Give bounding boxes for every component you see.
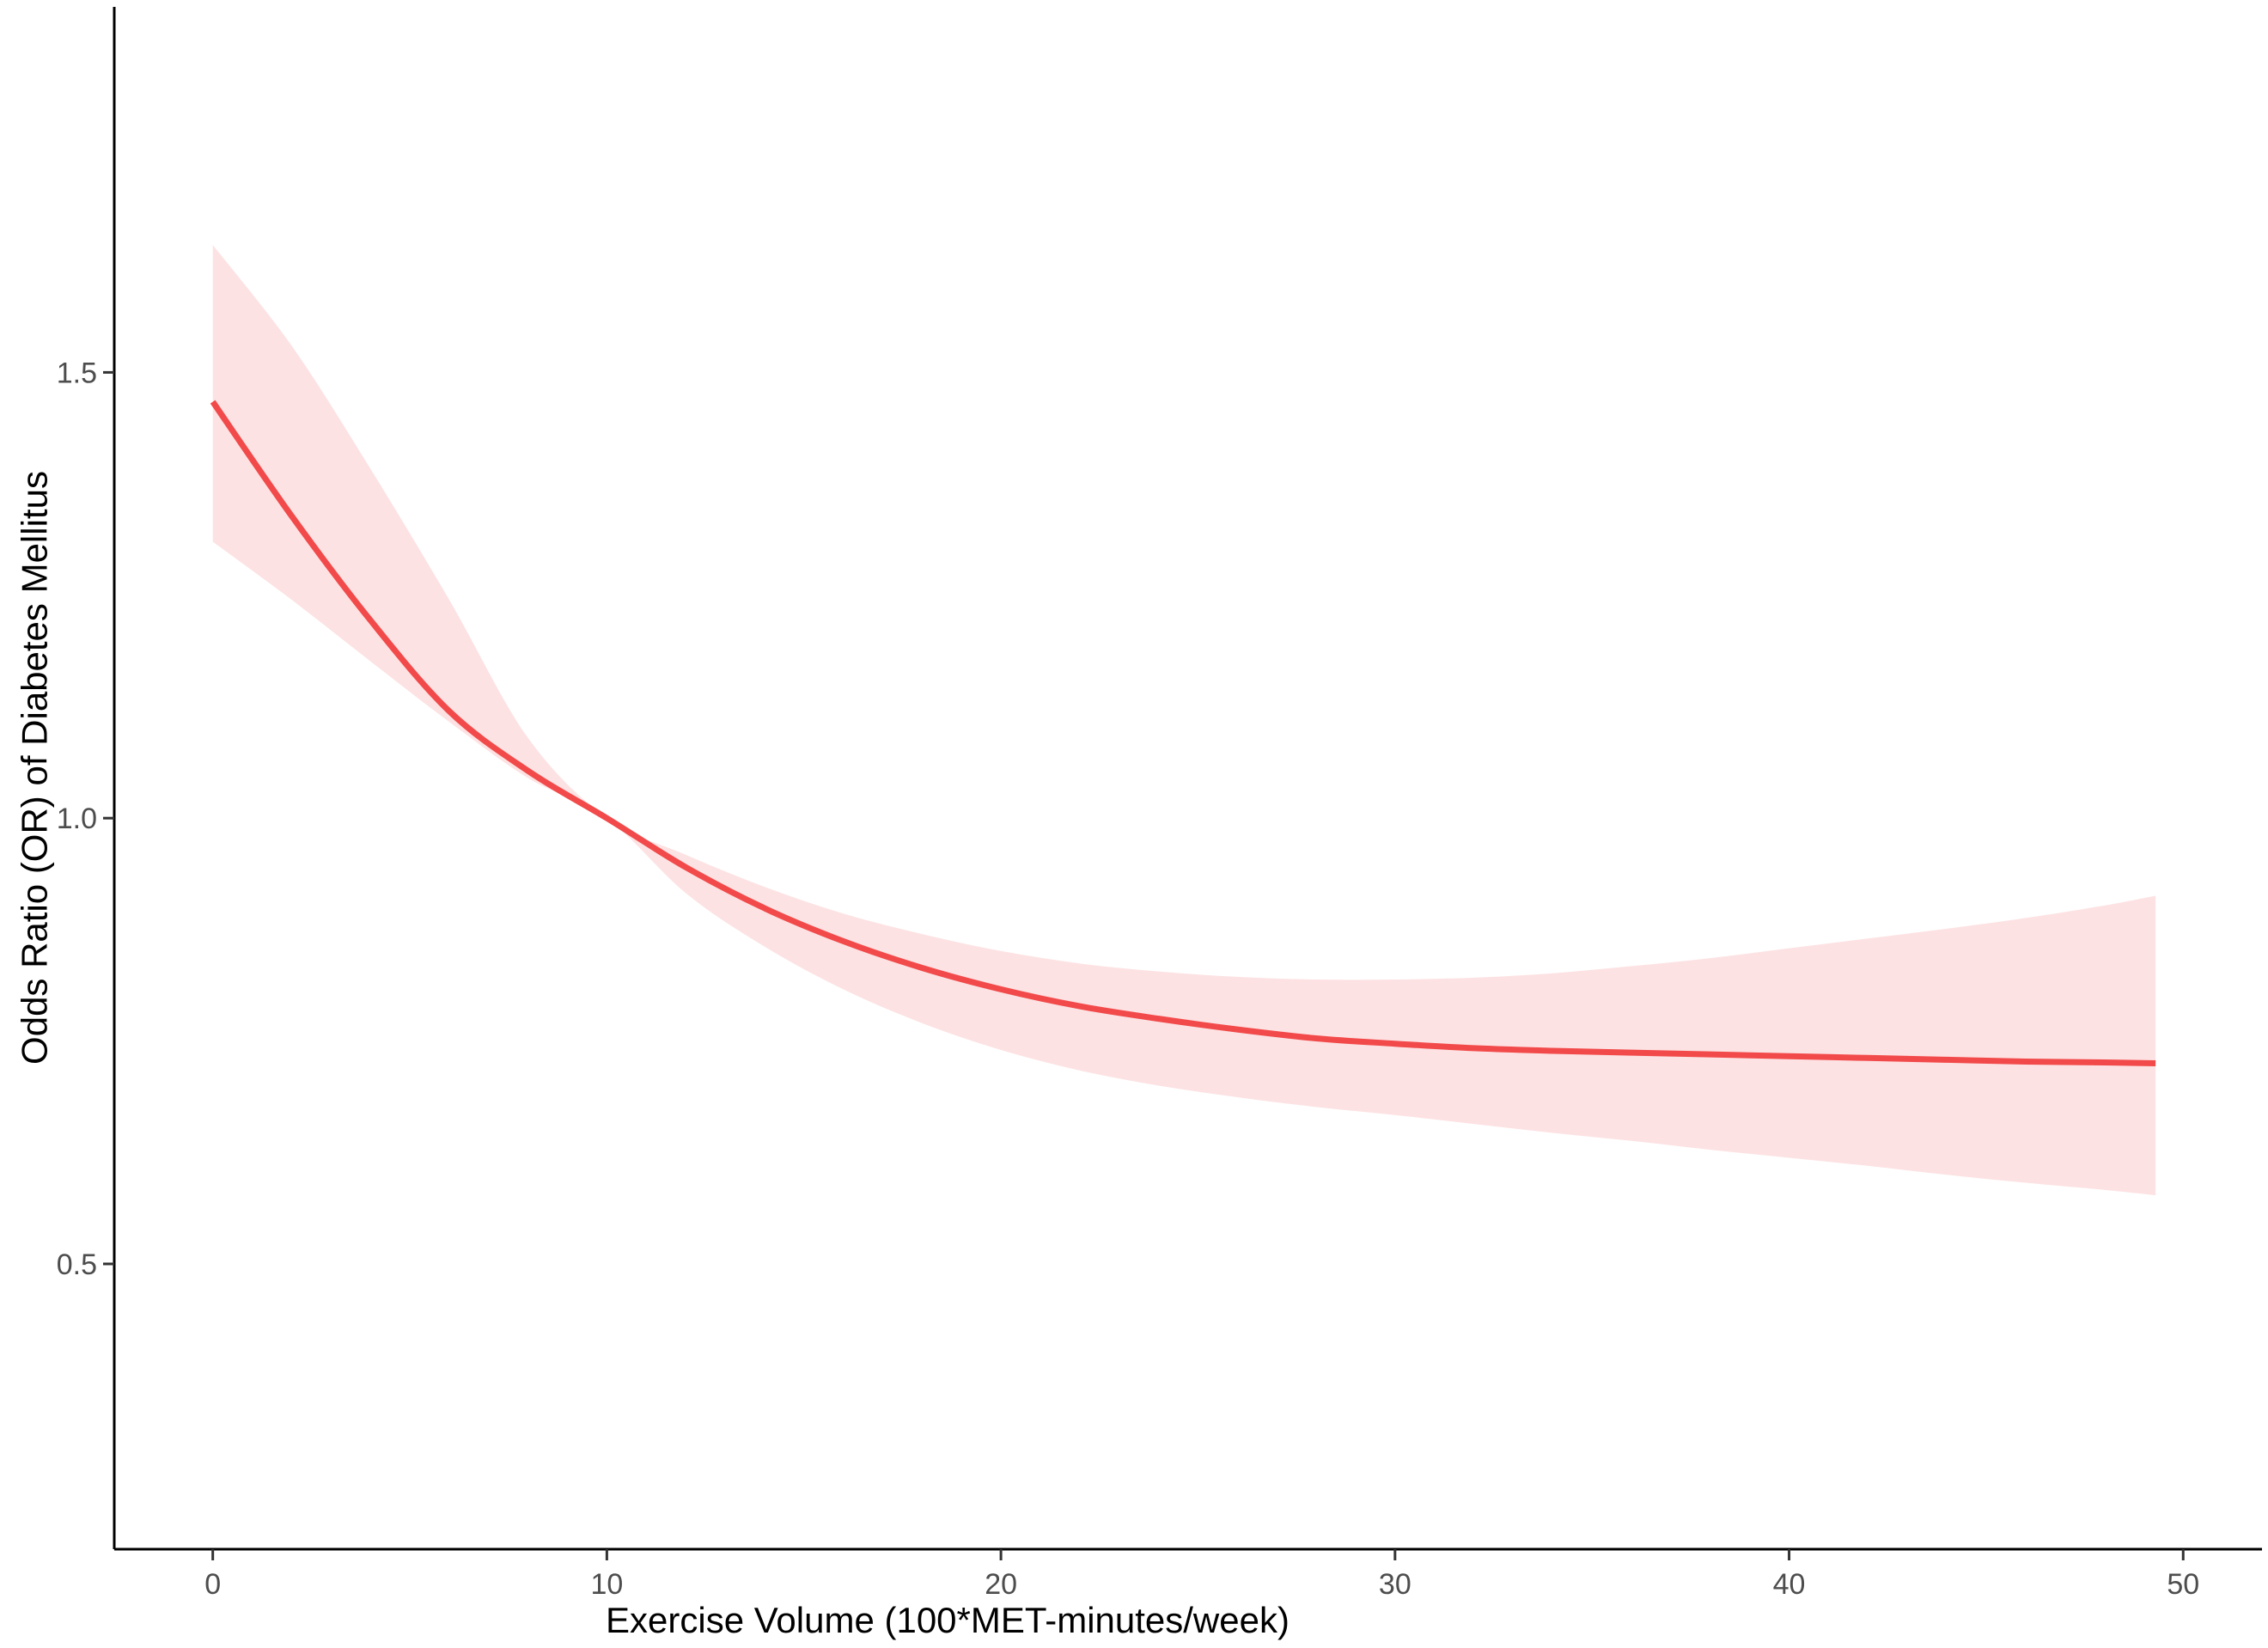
confidence-band-0 — [212, 245, 2156, 1196]
x-tick-label: 10 — [590, 1568, 623, 1601]
axes-layer: 0 10 20 30 40 50 0.5 1.0 1.5 — [57, 7, 2262, 1601]
x-tick-label: 30 — [1379, 1568, 1411, 1601]
x-tick-label: 20 — [985, 1568, 1017, 1601]
fitted-line-layer — [210, 400, 2156, 1067]
x-tick-label: 50 — [2167, 1568, 2199, 1601]
y-axis-title: Odds Ratio (OR) of Diabetes Mellitus — [15, 471, 55, 1065]
confidence-band-layer — [212, 245, 2156, 1196]
y-tick-label: 0.5 — [57, 1248, 97, 1281]
fitted-line-0 — [210, 400, 2156, 1067]
x-tick-label: 0 — [204, 1568, 221, 1601]
x-tick-label: 40 — [1773, 1568, 1806, 1601]
y-tick-label: 1.5 — [57, 357, 97, 389]
x-axis-title: Exercise Volume (100*MET-minutes/week) — [606, 1600, 1289, 1640]
y-tick-label: 1.0 — [57, 803, 97, 835]
